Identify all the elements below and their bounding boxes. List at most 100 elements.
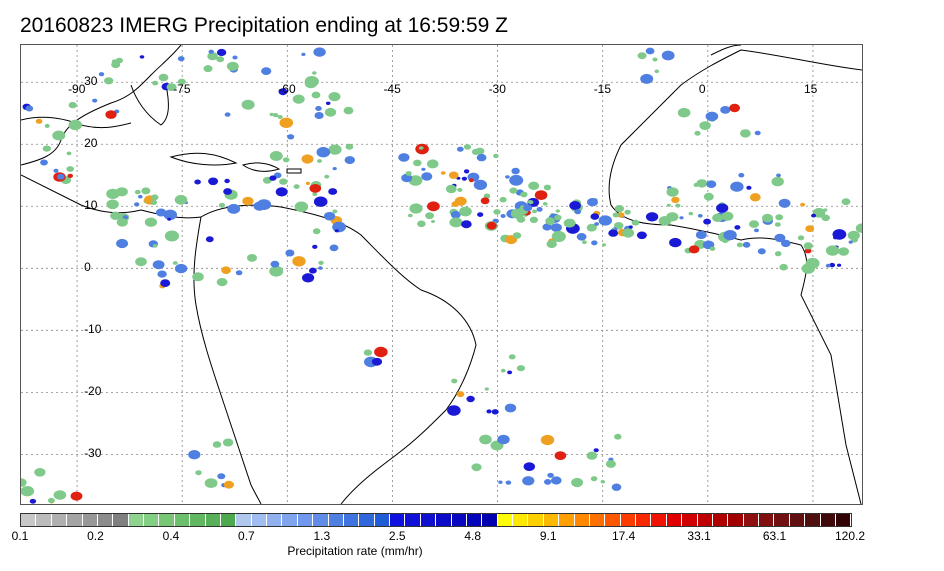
precip-cell bbox=[590, 213, 600, 220]
precip-cell bbox=[569, 201, 581, 210]
precip-cell bbox=[312, 228, 321, 235]
precip-cell bbox=[328, 92, 341, 102]
precip-cell bbox=[466, 395, 475, 403]
precip-cell bbox=[144, 217, 157, 227]
precip-cell bbox=[426, 159, 439, 169]
precip-cell bbox=[47, 497, 55, 504]
precip-cell bbox=[272, 113, 279, 118]
iberia-coast bbox=[710, 45, 742, 56]
precip-cell bbox=[461, 176, 467, 181]
colorbar-swatch bbox=[21, 514, 37, 526]
precip-cell bbox=[505, 175, 510, 179]
precip-cell bbox=[205, 236, 214, 243]
precip-cell bbox=[841, 198, 851, 206]
precip-cell bbox=[628, 225, 633, 229]
precip-cell bbox=[550, 223, 562, 232]
precip-cell bbox=[645, 212, 659, 222]
precip-cell bbox=[152, 80, 159, 86]
precip-cell bbox=[172, 261, 178, 265]
precip-cell bbox=[405, 171, 412, 176]
precip-cell bbox=[848, 240, 853, 244]
latitude-label: 0 bbox=[84, 260, 91, 275]
puerto-rico-coast bbox=[286, 168, 302, 174]
precip-cell bbox=[576, 233, 587, 241]
colorbar-swatch bbox=[205, 514, 221, 526]
precip-cell bbox=[440, 171, 446, 175]
precip-cell bbox=[484, 387, 489, 391]
precip-cell bbox=[241, 99, 255, 110]
latitude-label: 30 bbox=[84, 74, 98, 89]
precip-cell bbox=[688, 211, 694, 216]
longitude-label: 15 bbox=[803, 82, 818, 96]
precip-cell bbox=[781, 239, 791, 248]
latitude-label: -30 bbox=[84, 446, 102, 461]
precip-cell bbox=[139, 55, 145, 59]
colorbar-swatch bbox=[328, 514, 344, 526]
precip-cell bbox=[540, 434, 555, 446]
precip-cell bbox=[805, 257, 820, 269]
precip-cell bbox=[217, 473, 226, 480]
colorbar-swatch bbox=[67, 514, 83, 526]
precip-cell bbox=[838, 247, 850, 256]
precip-cell bbox=[497, 434, 510, 445]
colorbar-swatch bbox=[574, 514, 590, 526]
precip-cell bbox=[511, 167, 520, 175]
precip-cell bbox=[697, 214, 703, 218]
precip-cell bbox=[116, 218, 128, 227]
precip-cell bbox=[457, 187, 463, 192]
precip-cell bbox=[778, 198, 791, 208]
colorbar-swatch bbox=[297, 514, 314, 526]
precip-cell bbox=[110, 211, 121, 220]
precip-cell bbox=[645, 47, 655, 55]
precip-cell bbox=[594, 222, 599, 226]
colorbar-swatch bbox=[805, 514, 821, 526]
precip-cell bbox=[167, 217, 172, 221]
precip-cell bbox=[734, 225, 741, 230]
precip-cell bbox=[479, 434, 492, 445]
precip-cell bbox=[508, 354, 516, 360]
precip-cell bbox=[688, 245, 700, 254]
precip-cell bbox=[177, 78, 186, 85]
precip-cell bbox=[285, 249, 295, 257]
precip-cell bbox=[516, 216, 526, 223]
colorbar-swatch bbox=[82, 514, 98, 526]
precip-cell bbox=[150, 200, 158, 205]
precip-cell bbox=[312, 192, 318, 197]
precip-cell bbox=[421, 167, 426, 171]
precip-cell bbox=[523, 204, 533, 212]
colorbar-swatch bbox=[405, 514, 421, 526]
precip-cell bbox=[703, 192, 714, 201]
precip-cell bbox=[343, 106, 354, 115]
precip-cell bbox=[293, 184, 300, 189]
precip-cell bbox=[637, 52, 647, 60]
colorbar-tick-label: 4.8 bbox=[464, 529, 482, 543]
precip-cell bbox=[216, 278, 228, 287]
precip-cell bbox=[500, 214, 506, 218]
colorbar-tick-label: 2.5 bbox=[388, 529, 406, 543]
precip-cell bbox=[507, 370, 513, 375]
precip-cell bbox=[312, 244, 318, 249]
precip-cell bbox=[611, 483, 622, 491]
longitude-label: -15 bbox=[593, 82, 612, 96]
precip-cell bbox=[705, 111, 719, 122]
precip-cell bbox=[613, 222, 624, 230]
precip-cell bbox=[242, 196, 254, 206]
precip-cell bbox=[29, 498, 37, 504]
precip-cell bbox=[417, 220, 426, 228]
precip-cell bbox=[208, 177, 219, 186]
precip-cell bbox=[730, 181, 744, 192]
precip-cell bbox=[706, 180, 717, 188]
precip-cell bbox=[600, 480, 605, 484]
precip-cell bbox=[471, 463, 482, 472]
precip-cell bbox=[721, 211, 734, 221]
precip-cell bbox=[56, 173, 65, 180]
colorbar-swatch bbox=[436, 514, 452, 526]
precip-cell bbox=[302, 273, 315, 283]
precip-cell bbox=[554, 214, 562, 221]
precip-cell bbox=[454, 196, 467, 206]
precip-cell bbox=[223, 480, 234, 489]
precip-cell bbox=[775, 214, 784, 221]
precip-cell bbox=[315, 106, 322, 111]
precip-cell bbox=[829, 262, 836, 268]
precip-cell bbox=[749, 193, 761, 202]
